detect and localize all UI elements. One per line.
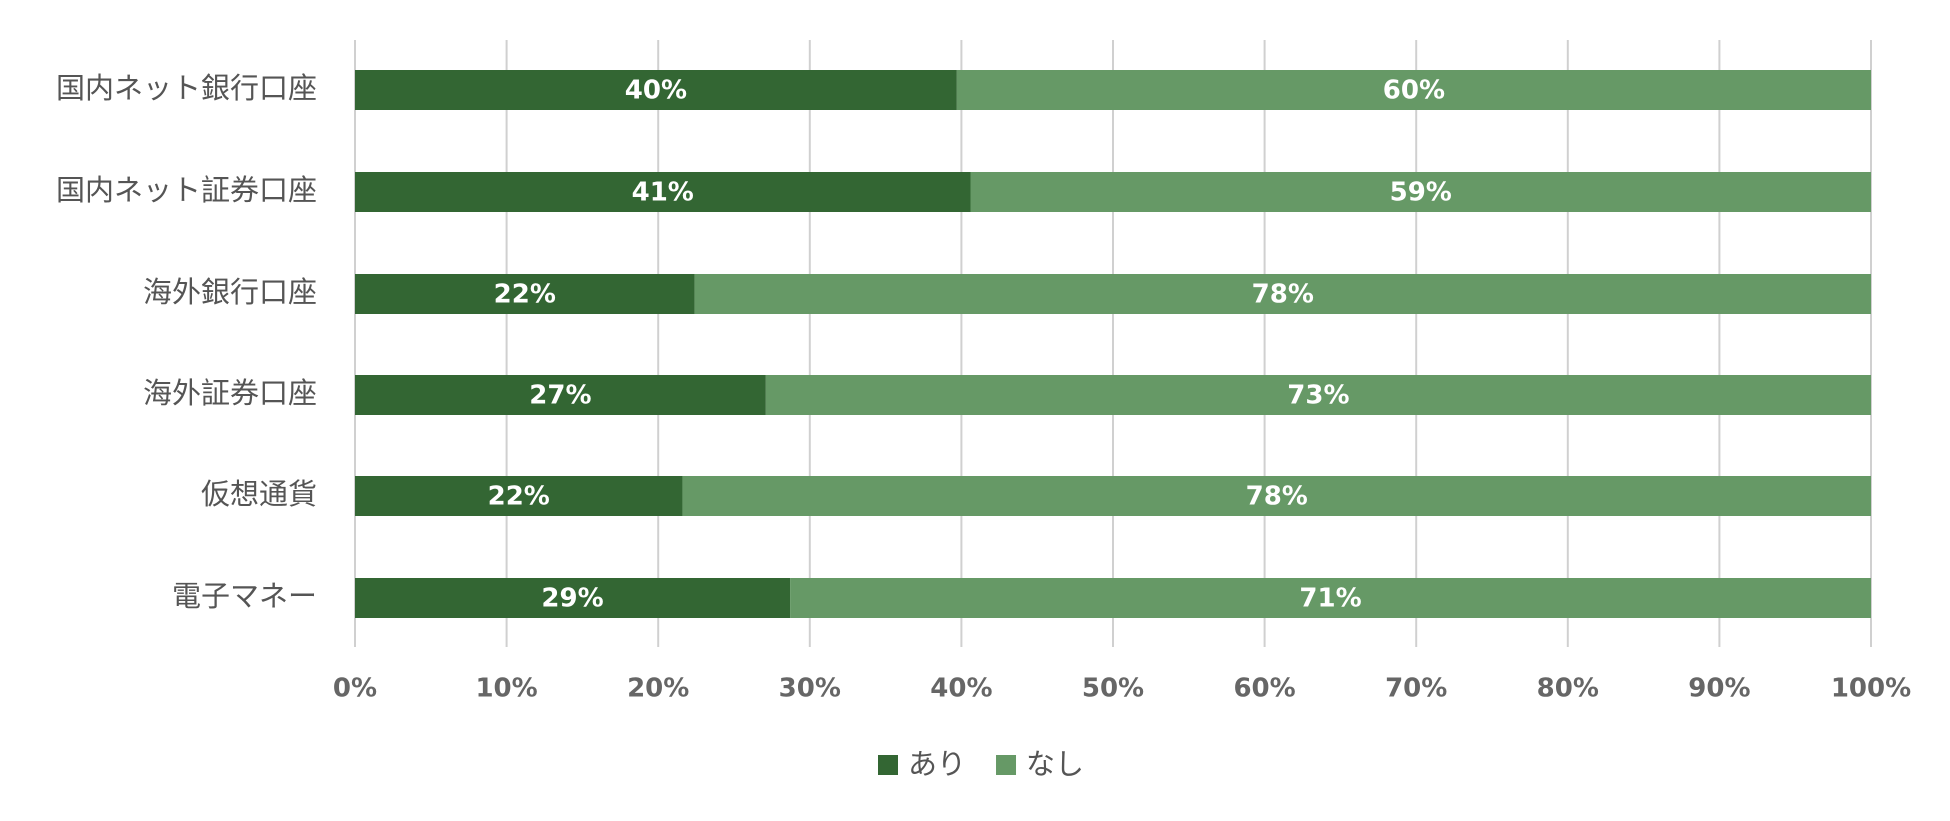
value-label: 60%	[1383, 76, 1445, 106]
value-label: 29%	[541, 584, 603, 614]
x-tick-label: 40%	[930, 674, 992, 704]
x-tick-label: 70%	[1385, 674, 1447, 704]
bar-segment	[355, 70, 957, 110]
x-tick-label: 0%	[333, 674, 377, 704]
value-label: 59%	[1390, 178, 1452, 208]
x-tick-label: 60%	[1233, 674, 1295, 704]
bar-segment	[355, 375, 766, 415]
legend-swatch	[878, 755, 898, 775]
value-label: 73%	[1287, 381, 1349, 411]
bar-segment	[355, 476, 683, 516]
bar-segment	[355, 578, 791, 618]
category-label: 国内ネット証券口座	[56, 173, 317, 207]
x-tick-label: 50%	[1082, 674, 1144, 704]
bar-segment	[956, 70, 1871, 110]
x-tick-label: 20%	[627, 674, 689, 704]
category-label: 国内ネット銀行口座	[56, 71, 317, 105]
value-label: 40%	[625, 76, 687, 106]
legend-label: なし	[1026, 747, 1084, 781]
category-label: 海外証券口座	[143, 376, 317, 410]
bar-segment	[694, 274, 1871, 314]
value-label: 22%	[488, 482, 550, 512]
value-label: 78%	[1246, 482, 1308, 512]
category-label: 海外銀行口座	[143, 275, 317, 309]
bar-segment	[970, 172, 1871, 212]
legend-label: あり	[908, 747, 966, 781]
bar-segment	[790, 578, 1871, 618]
legend-swatch	[996, 755, 1017, 775]
value-label: 22%	[494, 280, 556, 310]
category-label: 仮想通貨	[201, 477, 317, 511]
x-tick-label: 10%	[475, 674, 537, 704]
x-tick-label: 30%	[779, 674, 841, 704]
x-tick-label: 80%	[1537, 674, 1599, 704]
value-label: 78%	[1252, 280, 1314, 310]
category-label: 電子マネー	[172, 579, 317, 613]
value-label: 41%	[632, 178, 694, 208]
value-label: 27%	[529, 381, 591, 411]
bar-segment	[765, 375, 1872, 415]
x-tick-label: 90%	[1688, 674, 1750, 704]
bar-segment	[682, 476, 1871, 516]
bar-segment	[355, 274, 695, 314]
x-tick-label: 100%	[1831, 674, 1911, 704]
bar-segment	[355, 172, 971, 212]
value-label: 71%	[1299, 584, 1361, 614]
